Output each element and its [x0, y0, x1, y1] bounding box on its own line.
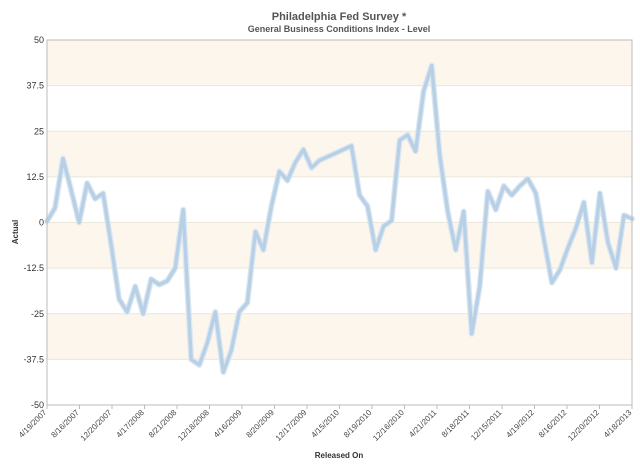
- x-tick-label: 8/21/2008: [147, 408, 179, 440]
- x-axis-title: Released On: [315, 451, 364, 460]
- y-tick-label: 37.5: [26, 81, 44, 91]
- plot-band: [47, 85, 632, 132]
- y-tick-label: 12.5: [26, 172, 44, 182]
- chart-title: Philadelphia Fed Survey *: [272, 11, 407, 23]
- series-line: [45, 63, 634, 374]
- y-tick-label: -37.5: [23, 354, 44, 364]
- series-layer: [44, 62, 635, 376]
- x-tick-label: 8/19/2010: [342, 408, 374, 440]
- plot-band: [47, 313, 632, 360]
- y-tick-label: 50: [34, 35, 44, 45]
- x-tick-label: 12/18/2008: [176, 408, 211, 443]
- y-tick-label: -50: [31, 400, 44, 410]
- x-tick-label: 12/15/2011: [469, 408, 504, 443]
- x-tick-label: 12/20/2007: [79, 408, 114, 443]
- x-tick-label: 4/19/2007: [17, 408, 49, 440]
- y-axis-title: Actual: [11, 220, 20, 244]
- y-tick-label: -25: [31, 309, 44, 319]
- plot-bands: [47, 40, 632, 405]
- x-tick-label: 8/16/2012: [537, 408, 569, 440]
- x-tick-label: 8/20/2009: [244, 408, 276, 440]
- plot-band: [47, 222, 632, 269]
- x-tick-label: 8/16/2007: [49, 408, 81, 440]
- x-tick-label: 4/16/2009: [212, 408, 244, 440]
- x-tick-label: 12/17/2009: [274, 408, 309, 443]
- x-tick-label: 12/20/2012: [566, 408, 601, 443]
- x-tick-label: 4/15/2010: [309, 408, 341, 440]
- y-tick-label: 25: [34, 126, 44, 136]
- x-tick-label: 4/19/2012: [504, 408, 536, 440]
- x-tick-label: 4/17/2008: [114, 408, 146, 440]
- plot-band: [47, 359, 632, 405]
- plot-band: [47, 40, 632, 86]
- x-tick-label: 4/18/2013: [602, 408, 634, 440]
- y-axis-ticks: 50 37.5 25 12.5 0 -12.5 -25 -37.5 -50: [23, 35, 44, 410]
- x-tick-label: 4/21/2011: [407, 408, 438, 439]
- y-tick-label: -12.5: [23, 263, 44, 273]
- x-tick-label: 12/16/2010: [371, 408, 406, 443]
- chart-subtitle: General Business Conditions Index - Leve…: [248, 24, 431, 34]
- y-tick-label: 0: [39, 218, 44, 228]
- plot-border: [46, 39, 633, 406]
- plot-band: [47, 176, 632, 223]
- x-tick-label: 8/18/2011: [440, 408, 471, 439]
